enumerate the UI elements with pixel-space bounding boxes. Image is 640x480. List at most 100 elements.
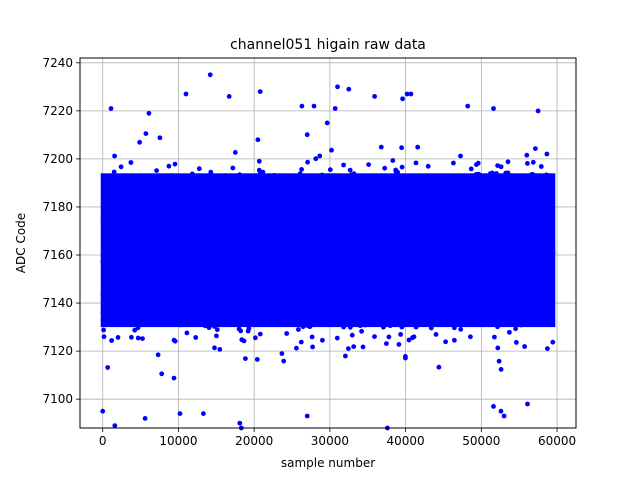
data-point — [443, 234, 449, 240]
data-point — [389, 206, 394, 212]
data-point — [428, 298, 433, 304]
data-point — [152, 297, 158, 303]
data-point — [156, 234, 162, 240]
data-point — [420, 252, 425, 258]
data-point — [338, 294, 343, 300]
data-point — [380, 209, 386, 215]
data-point — [440, 306, 446, 312]
data-point — [282, 210, 288, 215]
data-point — [527, 178, 532, 184]
data-point — [442, 296, 447, 302]
data-point — [386, 184, 391, 190]
data-point — [515, 246, 521, 252]
data-point — [285, 278, 291, 284]
data-point — [126, 231, 131, 237]
data-point — [314, 231, 320, 237]
data-point — [302, 269, 308, 275]
data-point — [214, 243, 220, 248]
data-point — [134, 247, 140, 252]
data-point — [296, 238, 302, 243]
data-point — [262, 188, 268, 194]
data-point — [548, 206, 554, 211]
data-point — [491, 243, 497, 249]
data-point — [356, 193, 361, 199]
data-point — [169, 191, 175, 197]
data-point — [402, 279, 407, 284]
data-point — [449, 300, 454, 305]
data-point — [390, 271, 396, 277]
data-point — [333, 256, 339, 262]
data-point — [323, 263, 329, 268]
data-point — [317, 153, 323, 159]
data-point — [166, 233, 171, 239]
data-point — [101, 334, 107, 340]
data-point — [500, 300, 506, 305]
data-point — [463, 289, 469, 295]
data-point — [313, 156, 319, 162]
data-point — [312, 289, 318, 294]
data-point — [451, 235, 456, 241]
data-point — [374, 271, 380, 277]
data-point — [425, 195, 431, 200]
data-point — [311, 247, 317, 253]
data-point — [358, 277, 364, 282]
data-point — [282, 182, 288, 188]
data-point — [472, 259, 478, 265]
data-point — [247, 297, 253, 303]
data-point — [305, 159, 310, 165]
data-point — [141, 262, 146, 268]
data-point — [324, 206, 329, 212]
data-point — [422, 175, 427, 180]
data-point — [208, 169, 214, 175]
data-point — [365, 270, 371, 276]
data-point — [484, 189, 490, 195]
data-point — [542, 223, 548, 229]
data-point — [464, 271, 469, 277]
data-point — [137, 291, 143, 297]
data-point — [231, 179, 237, 185]
data-point — [455, 202, 461, 208]
data-point — [476, 193, 482, 199]
data-point — [302, 237, 307, 243]
data-point — [182, 213, 188, 219]
data-point — [201, 244, 206, 250]
data-point — [541, 268, 547, 274]
data-point — [541, 281, 546, 286]
data-point — [472, 290, 478, 296]
data-point — [110, 232, 116, 237]
data-point — [400, 258, 406, 264]
data-point — [197, 180, 202, 186]
data-point — [188, 263, 194, 268]
data-point — [427, 246, 433, 252]
data-point — [531, 285, 536, 290]
data-point — [401, 196, 406, 202]
data-point — [243, 287, 249, 293]
data-point — [300, 261, 305, 267]
data-point — [200, 192, 206, 197]
data-point — [176, 252, 182, 258]
data-point — [342, 190, 348, 196]
data-point — [323, 275, 329, 281]
data-point — [199, 202, 205, 208]
data-point — [109, 200, 115, 206]
data-point — [285, 260, 290, 266]
data-point — [334, 335, 340, 341]
data-point — [390, 227, 395, 233]
data-point — [128, 197, 134, 203]
data-point — [265, 246, 271, 252]
data-point — [179, 311, 185, 317]
data-point — [399, 145, 404, 151]
data-point — [436, 364, 442, 370]
data-point — [371, 196, 377, 202]
data-point — [212, 302, 218, 308]
data-point — [412, 208, 418, 213]
data-point — [501, 264, 507, 270]
data-point — [213, 318, 218, 323]
data-point — [415, 287, 421, 292]
data-point — [349, 332, 355, 338]
data-point — [238, 280, 243, 286]
data-point — [322, 309, 327, 315]
data-point — [428, 303, 434, 309]
data-point — [473, 172, 479, 177]
y-axis-label: ADC Code — [14, 213, 28, 273]
